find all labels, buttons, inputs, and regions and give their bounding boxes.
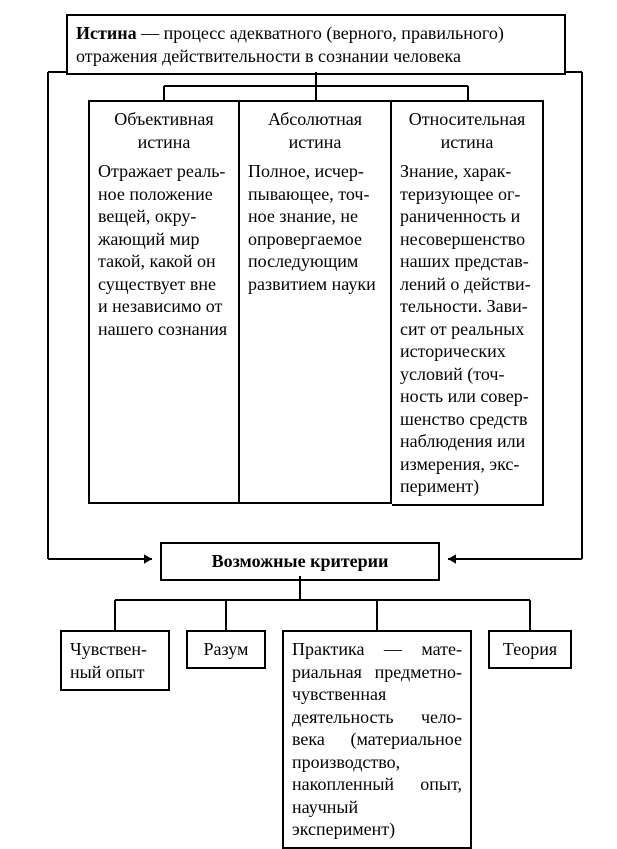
criterion-0: Чувствен­ный опыт bbox=[60, 630, 170, 691]
criteria-label-text: Возможные критерии bbox=[212, 551, 389, 571]
type-body-1: Полное, исчер­пывающее, точ­ное знание, … bbox=[240, 154, 392, 504]
criterion-3: Теория bbox=[488, 630, 572, 669]
definition-rest: — процесс адекватного (верного, правильн… bbox=[76, 23, 504, 66]
type-header-1: Абсолютная истина bbox=[240, 100, 392, 161]
criterion-1: Разум bbox=[186, 630, 266, 669]
definition-box: Истина — процесс адекватного (верного, п… bbox=[66, 14, 566, 75]
type-body-2: Знание, харак­теризующее ог­раниченность… bbox=[392, 154, 544, 506]
type-header-2: Относительная истина bbox=[392, 100, 544, 161]
definition-lead: Истина bbox=[76, 23, 137, 43]
criteria-label-box: Возможные критерии bbox=[160, 542, 440, 581]
criterion-2: Практика — мате­риальная предмет­но-чувс… bbox=[282, 630, 472, 849]
type-body-0: Отражает реаль­ное положение вещей, окру… bbox=[88, 154, 240, 504]
type-header-0: Объективная истина bbox=[88, 100, 240, 161]
